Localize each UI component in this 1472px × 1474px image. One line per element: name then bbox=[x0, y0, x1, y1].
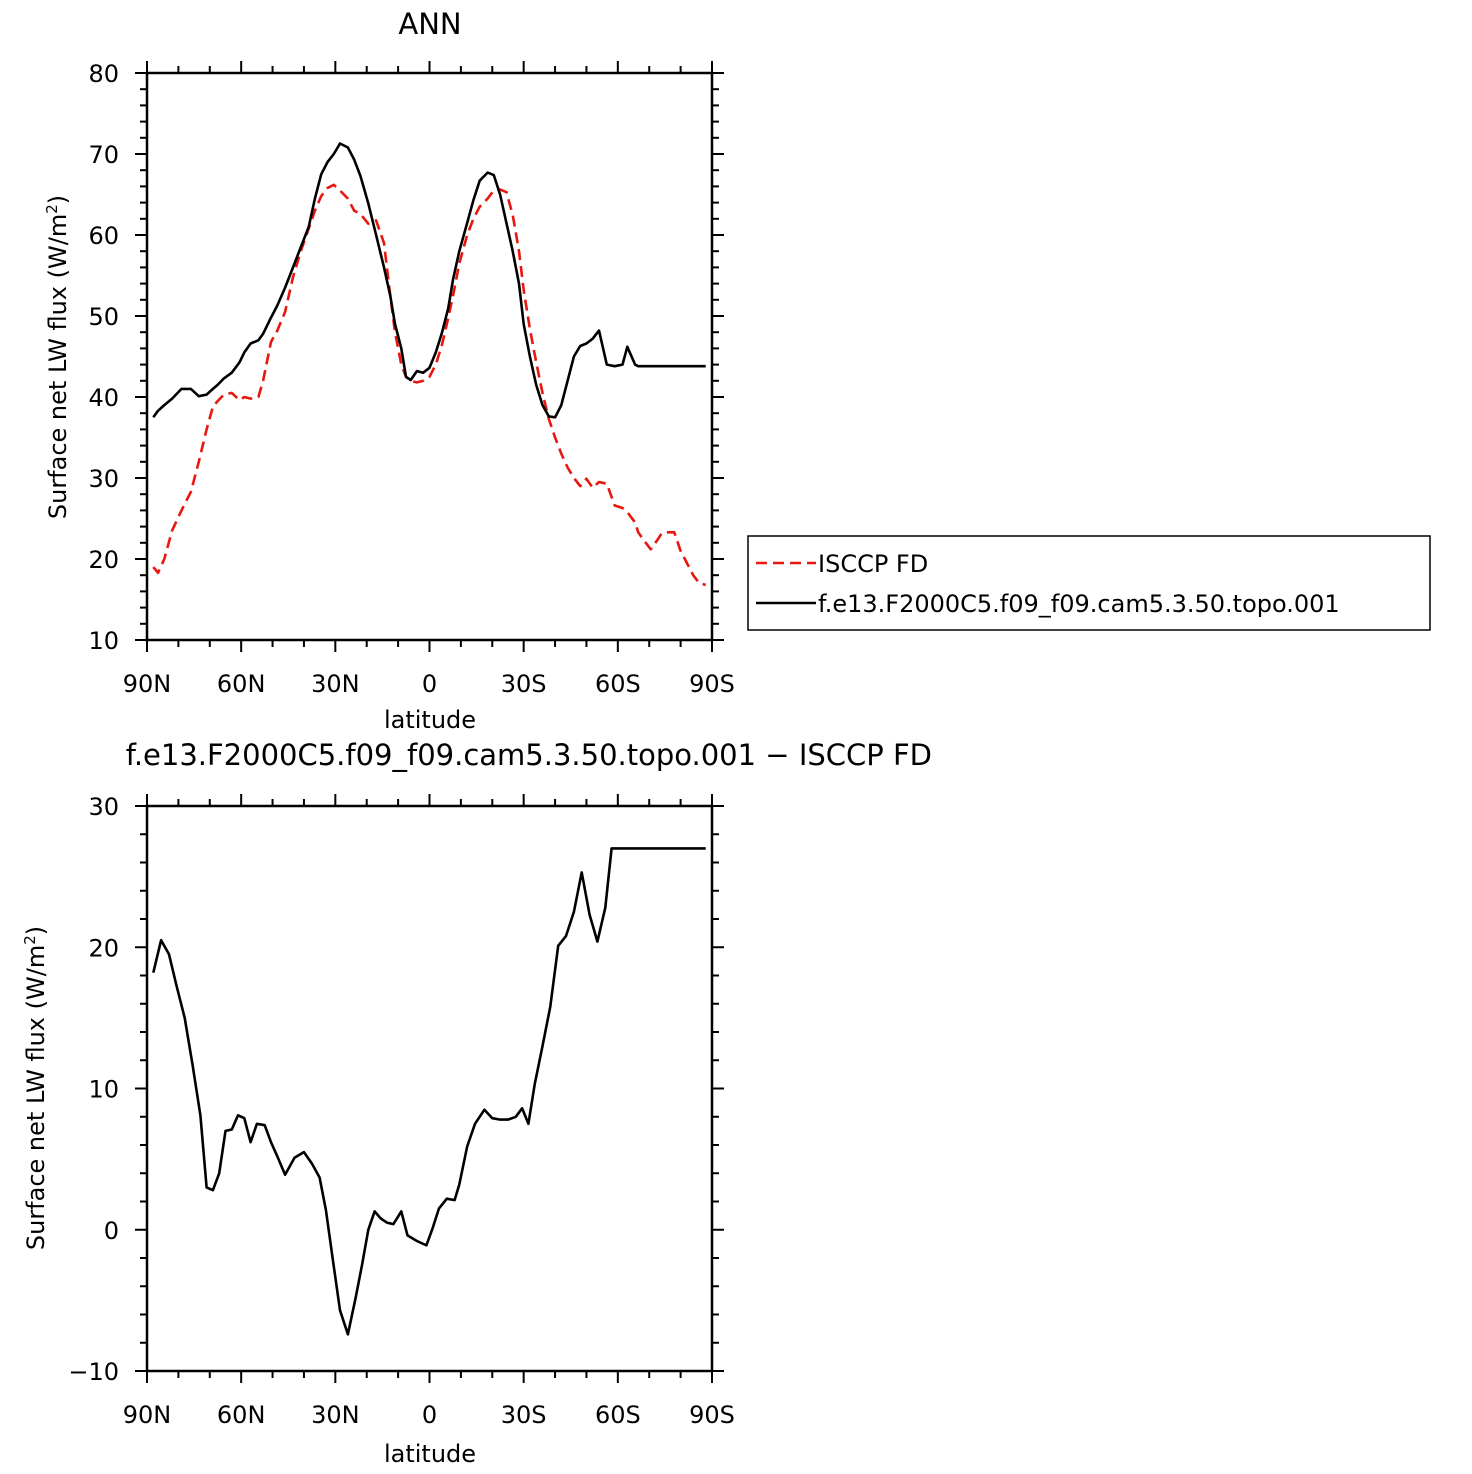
y-tick-label: 20 bbox=[88, 934, 119, 962]
x-tick-label: 90N bbox=[123, 670, 172, 698]
series-line-0 bbox=[152, 183, 707, 587]
bottom-y-axis-label: Surface net LW flux (W/m2) bbox=[21, 926, 50, 1250]
top-series-lines bbox=[152, 142, 707, 587]
series-line-1 bbox=[152, 142, 706, 419]
legend-label-isccp: ISCCP FD bbox=[818, 550, 928, 578]
x-tick-label: 90N bbox=[123, 1401, 172, 1429]
x-tick-label: 60S bbox=[595, 670, 641, 698]
x-tick-label: 0 bbox=[422, 1401, 437, 1429]
top-panel: ANN 90N 60N 30N 0 30S 60S 90S 10 20 30 40 50 60 70 80… bbox=[43, 7, 735, 734]
y-tick-label: −10 bbox=[68, 1358, 119, 1386]
bottom-series-lines bbox=[152, 847, 706, 1336]
y-tick-label: 30 bbox=[88, 465, 119, 493]
y-tick-label: 60 bbox=[88, 222, 119, 250]
bottom-y-axis-label-sup: 2 bbox=[21, 935, 39, 945]
top-y-axis-label-close: ) bbox=[44, 195, 72, 204]
x-tick-label: 60N bbox=[217, 1401, 266, 1429]
top-y-axis-label-main: Surface net LW flux (W/m bbox=[44, 214, 72, 519]
y-tick-label: 70 bbox=[88, 141, 119, 169]
y-tick-label: 80 bbox=[88, 60, 119, 88]
x-tick-label: 30N bbox=[311, 670, 360, 698]
top-x-tick-labels: 90N 60N 30N 0 30S 60S 90S bbox=[123, 670, 735, 698]
y-tick-label: 30 bbox=[88, 793, 119, 821]
top-y-axis-label-sup: 2 bbox=[43, 204, 61, 214]
x-tick-label: 60N bbox=[217, 670, 266, 698]
y-tick-label: 20 bbox=[88, 546, 119, 574]
y-tick-label: 0 bbox=[104, 1217, 119, 1245]
x-tick-label: 90S bbox=[689, 1401, 735, 1429]
bottom-x-axis-label: latitude bbox=[384, 1440, 476, 1468]
top-y-tick-labels: 10 20 30 40 50 60 70 80 bbox=[88, 60, 119, 655]
bottom-ticks bbox=[135, 794, 724, 1383]
top-y-axis-label: Surface net LW flux (W/m2) bbox=[43, 195, 72, 519]
bottom-y-axis-label-close: ) bbox=[22, 926, 50, 935]
x-tick-label: 30S bbox=[501, 670, 547, 698]
top-ticks bbox=[135, 61, 724, 652]
legend: ISCCP FD f.e13.F2000C5.f09_f09.cam5.3.50… bbox=[747, 535, 1431, 631]
y-tick-label: 50 bbox=[88, 303, 119, 331]
y-tick-label: 10 bbox=[88, 1076, 119, 1104]
x-tick-label: 60S bbox=[595, 1401, 641, 1429]
top-x-axis-label: latitude bbox=[384, 706, 476, 734]
x-tick-label: 90S bbox=[689, 670, 735, 698]
legend-box bbox=[747, 535, 1431, 631]
bottom-chart-title: f.e13.F2000C5.f09_f09.cam5.3.50.topo.001… bbox=[126, 738, 932, 772]
y-tick-label: 10 bbox=[88, 627, 119, 655]
x-tick-label: 30S bbox=[501, 1401, 547, 1429]
x-tick-label: 0 bbox=[422, 670, 437, 698]
bottom-x-tick-labels: 90N 60N 30N 0 30S 60S 90S bbox=[123, 1401, 735, 1429]
top-chart-title: ANN bbox=[398, 7, 461, 41]
bottom-plot-frame bbox=[145, 804, 714, 1373]
bottom-panel: f.e13.F2000C5.f09_f09.cam5.3.50.topo.001… bbox=[21, 738, 932, 1468]
top-plot-frame bbox=[145, 71, 714, 642]
legend-label-model: f.e13.F2000C5.f09_f09.cam5.3.50.topo.001 bbox=[818, 590, 1340, 618]
bottom-y-axis-label-main: Surface net LW flux (W/m bbox=[22, 945, 50, 1250]
x-tick-label: 30N bbox=[311, 1401, 360, 1429]
y-tick-label: 40 bbox=[88, 384, 119, 412]
series-line-0 bbox=[152, 847, 706, 1336]
bottom-y-tick-labels: −10 0 10 20 30 bbox=[68, 793, 119, 1386]
